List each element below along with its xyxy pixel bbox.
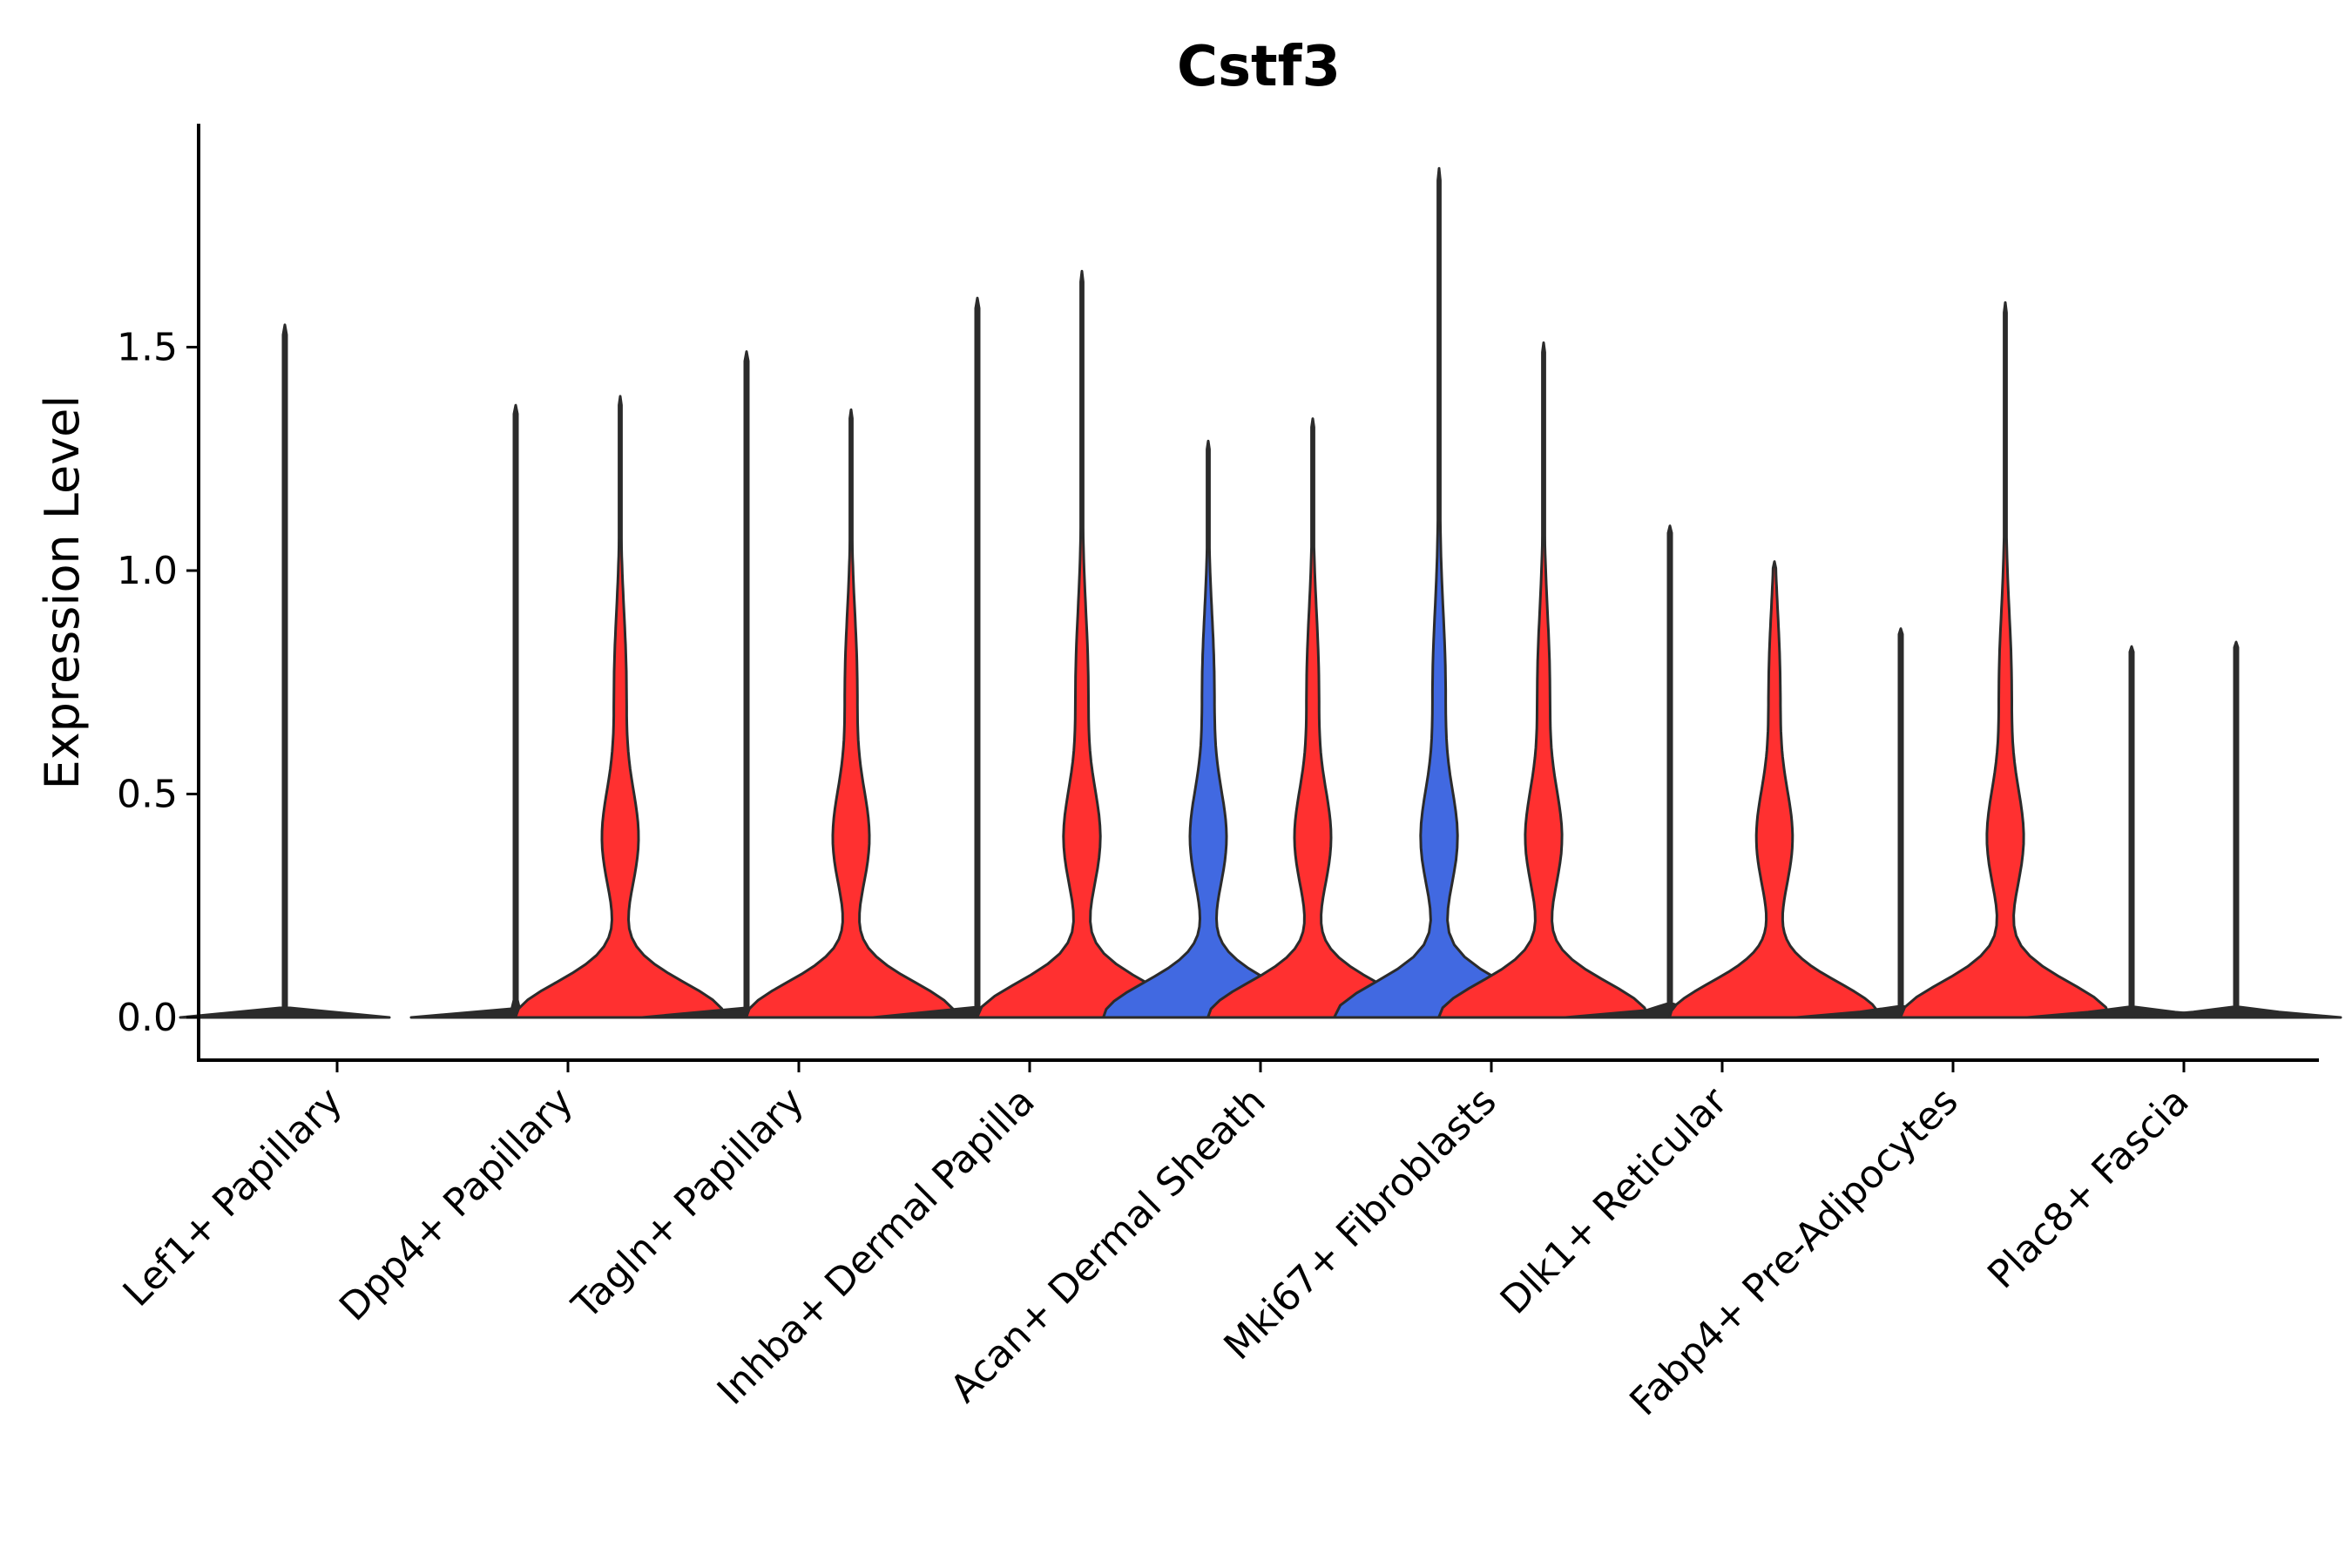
violin-layer (179, 166, 2342, 1019)
chart-title: Cstf3 (1177, 35, 1341, 99)
axes (197, 124, 2319, 1062)
violin-left-3 (871, 296, 1084, 1019)
x-tick-label: Dpp4+ Papillary (331, 1079, 582, 1330)
violin-right-3 (976, 269, 1188, 1019)
violin-right-2 (745, 408, 957, 1019)
violin-right-7 (1899, 301, 2112, 1019)
violin-left-7 (1794, 627, 2007, 1019)
x-tick-label: Dlk1+ Reticular (1492, 1078, 1737, 1323)
violin-left-0 (179, 323, 391, 1019)
y-tick-label: 0.0 (117, 996, 178, 1040)
violin-left-8 (2025, 645, 2238, 1019)
violin-left-6 (1564, 524, 1776, 1019)
violin-right-6 (1668, 560, 1881, 1019)
violin-left-4 (1102, 439, 1315, 1019)
violin-left-2 (640, 350, 853, 1019)
violin-right-4 (1206, 417, 1419, 1019)
violin-left-5 (1333, 166, 1545, 1019)
y-tick-label: 1.0 (117, 549, 178, 593)
y-axis-label: Expression Level (35, 395, 90, 790)
y-tick-label: 1.5 (117, 326, 178, 370)
violin-right-8 (2130, 640, 2342, 1019)
x-tick-label: Plac8+ Fascia (1979, 1079, 2198, 1298)
violin-right-1 (514, 395, 727, 1019)
x-tick-label: Tagln+ Papillary (564, 1079, 813, 1328)
y-tick-label: 0.5 (117, 773, 178, 817)
violin-right-5 (1437, 341, 1650, 1019)
y-ticks: 0.0 0.5 1.0 1.5 (117, 326, 199, 1040)
x-tick-label: Lef1+ Papillary (115, 1079, 351, 1315)
violin-left-1 (409, 403, 622, 1019)
